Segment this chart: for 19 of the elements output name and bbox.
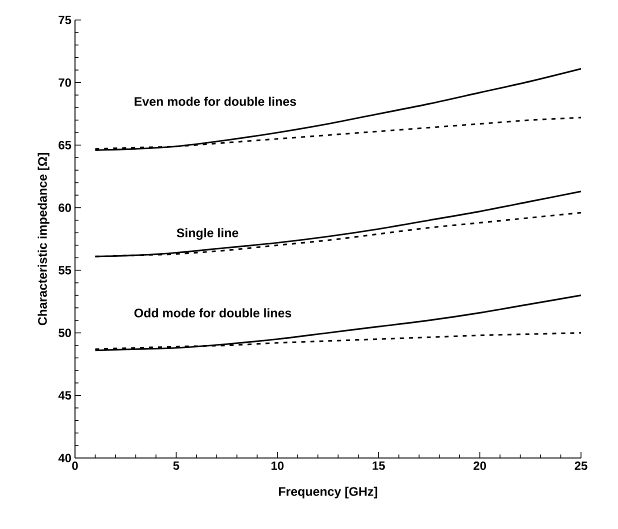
x-tick-label: 15 [372, 462, 385, 470]
y-tick-label: 45 [58, 391, 72, 400]
y-tick-label: 60 [58, 203, 71, 212]
x-tick-label: 10 [272, 462, 284, 470]
y-axis-title: Characteristic impedance [Ω] [38, 153, 50, 326]
x-tick-label: 5 [173, 462, 180, 470]
y-tick-label: 70 [58, 78, 71, 87]
y-tick-label: 50 [58, 328, 71, 338]
y-tick-label: 40 [58, 454, 71, 462]
y-tick-label: 65 [58, 140, 72, 150]
x-tick-label: 20 [474, 462, 486, 470]
annotation: Even mode for double lines [134, 96, 296, 106]
y-tick-label: 75 [58, 16, 72, 24]
x-axis-title: Frequency [GHz] [279, 486, 378, 498]
x-tick-label: 0 [72, 462, 78, 470]
annotation: Single line [176, 228, 238, 240]
annotation: Odd mode for double lines [134, 308, 292, 318]
y-tick-label: 55 [58, 266, 72, 274]
x-tick-label: 25 [574, 462, 588, 470]
